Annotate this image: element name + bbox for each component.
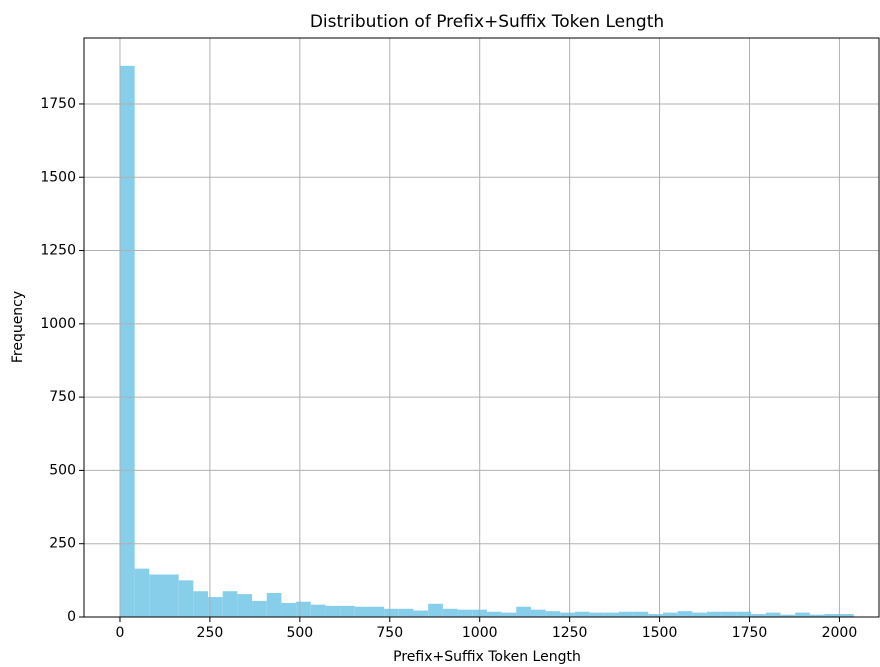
bar <box>149 574 165 617</box>
y-tick-label: 1500 <box>40 169 76 185</box>
bar <box>398 608 414 617</box>
bar <box>384 608 399 617</box>
x-tick-label: 250 <box>197 625 224 641</box>
bar <box>134 568 150 617</box>
bar <box>780 614 796 617</box>
bar <box>545 611 561 617</box>
bar <box>208 597 223 617</box>
bar <box>824 614 840 617</box>
bar <box>442 608 458 617</box>
bar <box>266 592 282 617</box>
y-tick-label: 750 <box>49 389 76 405</box>
bar <box>721 611 737 617</box>
bar <box>325 605 341 617</box>
bar <box>501 612 517 617</box>
bar <box>428 603 443 617</box>
y-tick-label: 1000 <box>40 316 76 332</box>
bar <box>457 609 473 617</box>
bar <box>633 611 649 617</box>
bar <box>296 601 311 617</box>
bar <box>765 612 781 617</box>
bar <box>574 611 590 617</box>
bar <box>809 614 825 617</box>
bar <box>677 611 693 617</box>
bar <box>237 594 253 617</box>
chart-title: Distribution of Prefix+Suffix Token Leng… <box>310 12 664 32</box>
y-tick-label: 1750 <box>40 96 76 112</box>
bar <box>530 609 546 617</box>
bar <box>354 606 370 617</box>
bar <box>560 612 575 617</box>
plot-frame <box>83 37 880 618</box>
bar <box>119 65 135 617</box>
y-tick-label: 250 <box>49 536 76 552</box>
bar <box>310 604 326 617</box>
y-axis-label: Frequency <box>10 291 26 363</box>
bar <box>663 612 678 617</box>
x-tick-label: 1000 <box>462 625 498 641</box>
x-tick-label: 1750 <box>732 625 768 641</box>
bar <box>751 614 766 617</box>
bar <box>369 606 385 617</box>
x-tick-label: 2000 <box>822 625 858 641</box>
x-axis-label: Prefix+Suffix Token Length <box>393 649 581 665</box>
bar <box>604 612 619 617</box>
bar <box>516 606 531 617</box>
bar <box>413 610 429 617</box>
bar <box>839 614 854 617</box>
y-tick-label: 0 <box>67 609 76 625</box>
bar <box>736 611 752 617</box>
bar <box>618 611 634 617</box>
x-tick-label: 750 <box>376 625 403 641</box>
bar <box>795 612 810 617</box>
bar <box>252 600 267 617</box>
x-tick-label: 0 <box>116 625 125 641</box>
bar <box>589 612 605 617</box>
bar <box>222 591 238 617</box>
bar <box>281 602 297 617</box>
bar <box>692 612 708 617</box>
x-tick-label: 1250 <box>552 625 588 641</box>
y-tick-label: 1250 <box>40 243 76 259</box>
bar <box>707 611 722 617</box>
bar <box>164 574 179 617</box>
bar <box>178 580 194 617</box>
y-tick-label: 500 <box>49 462 76 478</box>
bar <box>193 591 209 617</box>
x-tick-label: 1500 <box>642 625 678 641</box>
x-tick-label: 500 <box>286 625 313 641</box>
bar <box>648 614 664 617</box>
bar <box>340 605 355 617</box>
bar <box>486 611 502 617</box>
